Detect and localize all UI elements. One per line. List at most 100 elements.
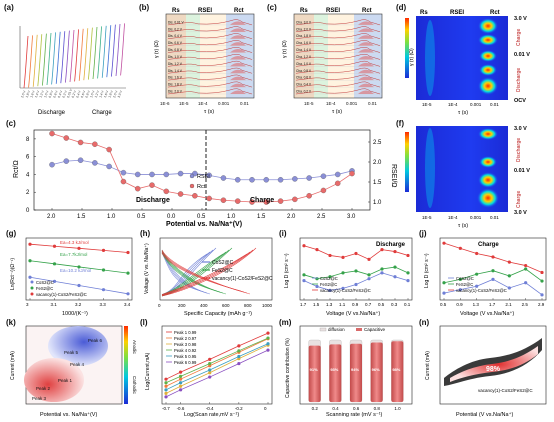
i-marks-point [302, 279, 306, 283]
k-peak-label: Peak 4 [70, 362, 85, 367]
cmid-rsei-point [49, 161, 55, 168]
m-legend-capacitive: Capacitive [364, 327, 386, 332]
i-marks-xtick-label: 1.7 [300, 302, 307, 307]
cmid-rct-point [177, 191, 184, 197]
cmid-rsei-point [92, 160, 98, 166]
cmid-ytick-left-label: 8 [26, 137, 30, 143]
b-drt-curve [167, 26, 253, 33]
a-curve [101, 25, 107, 78]
panel-i-diffusion-discharge: Discharge 1.7 1.5 1.3 1.1 0.9 0.7 0.5 0.3 0.1 CoS… [284, 237, 413, 317]
d-xtick-3: 0.01 [490, 102, 499, 107]
cmid-rsei-point [134, 171, 141, 178]
cmid-rsei-point [163, 171, 170, 178]
j-marks-point [475, 284, 479, 288]
cmid-rct-point [334, 180, 341, 187]
b-row-label: Dis. 0.6 V [168, 41, 183, 45]
f-side-001: 0.01 V [514, 168, 530, 174]
panel-letter-a: (a) [4, 3, 14, 12]
g-marks-xtick-label: 3.4 [124, 302, 131, 307]
k-cathodic: Cathodic [132, 376, 137, 395]
i-marks-xtick-label: 1.3 [326, 302, 333, 307]
g-marks-xtick-label: 3.2 [75, 302, 82, 307]
g-marks-point [101, 268, 106, 272]
l-marks-point [266, 348, 270, 352]
a-curve [120, 23, 125, 76]
h-gcd-curve [161, 247, 217, 297]
i-marks-point [328, 253, 332, 258]
g-marks-point [126, 271, 130, 275]
a-voltage-label: 1.2 V [94, 89, 101, 98]
i-marks-point [367, 257, 371, 261]
n-percent: 98% [486, 366, 501, 373]
cmid-rct-point [106, 146, 112, 153]
cmid-xtick-label: 0.5 [137, 214, 146, 220]
panel-letter-j: (j) [419, 229, 427, 238]
h-legend-2: vacancy(1)-CoS2/FeS2@C [212, 276, 273, 282]
b-rct-peak [230, 83, 246, 88]
j-marks-point [524, 263, 528, 268]
b-row-label: Dis. 0.4 V [168, 34, 183, 38]
g-marks-point [77, 283, 81, 288]
b-rct-peak [230, 69, 246, 74]
l-marks-point [178, 384, 183, 388]
j-marks-point [540, 270, 544, 275]
m-bar-capacitive [308, 345, 321, 402]
i-marks-point [341, 286, 345, 290]
k-peak-label: Peak 1 [58, 378, 73, 383]
c-region-rs: Rs [300, 8, 308, 14]
panel-g-arrhenius: 3 3.1 3.2 3.3 3.4 Ea=4.3 kJ/mol Ea=7.7kJ/mol Ea… [10, 237, 133, 317]
cmid-rsei-point [249, 177, 255, 183]
l-marks-point [178, 381, 183, 385]
j-marks-point [540, 293, 544, 297]
l-marks-point [178, 374, 183, 378]
cmid-rsei-point [306, 175, 312, 181]
g-marks-point [28, 275, 32, 279]
j-marks-point [442, 241, 446, 245]
g-xlabel: 1000/(K⁻¹) [62, 311, 88, 317]
cmid-rsei-point [63, 158, 70, 164]
a-curve [111, 24, 116, 77]
g-marks-point [52, 262, 57, 266]
m-category-label: 0.2 [312, 406, 319, 411]
m-bar-capacitive [329, 344, 342, 402]
j-marks-xtick-label: 2.5 [522, 302, 529, 307]
cmid-rsei-point [334, 171, 341, 178]
cmid-rct-point [277, 198, 284, 204]
j-marks-xtick-label: 0.5 [440, 302, 447, 307]
b-region-rsei: RSEI [198, 8, 212, 14]
k-xlabel: Potential vs. Na/Na⁺(V) [40, 411, 97, 418]
d-region-rs: Rs [420, 10, 428, 16]
cmid-ytick-left-label: 2 [26, 190, 30, 196]
i-marks-point [393, 275, 397, 279]
j-ylabel: Log D (cm² s⁻¹) [424, 253, 430, 288]
f-xlabel: τ (s) [458, 223, 468, 229]
cmid-rsei-point [220, 175, 227, 181]
cmid-ytick-right-label: 1.0 [373, 200, 382, 206]
c-drt-curve [295, 81, 381, 88]
i-legend-label: CoS2@C [320, 276, 338, 281]
c-row-label: Cha. 1.2 V [296, 55, 312, 59]
panel-letter-n: (n) [419, 318, 430, 327]
j-marks-xtick-label: 1.7 [489, 302, 496, 307]
g-legend-label: FeS2@C [36, 286, 53, 291]
c-drt-curve [295, 47, 381, 53]
cmid-rct-point [249, 199, 255, 205]
l-marks-point [164, 395, 168, 399]
a-voltage-label: 1.6 V [103, 89, 110, 98]
c-drt-curve [295, 19, 381, 26]
b-xtick-0: 1E-6 [160, 101, 170, 106]
cmid-rsei-point [120, 169, 127, 176]
c-rct-peak [358, 62, 374, 67]
g-legend-marker [30, 280, 34, 284]
c-drt-curve [295, 53, 381, 60]
b-region-rct: Rct [234, 8, 244, 14]
n-ylabel: Current (mA) [425, 351, 431, 380]
g-marks-xtick-label: 3.1 [51, 302, 58, 307]
l-legend-label: Peak 2 0.97 [174, 336, 197, 341]
panel-letter-h: (h) [140, 229, 151, 238]
d-side-charge: Charge [516, 29, 522, 46]
d-region-rct: Rct [490, 10, 500, 16]
cmid-rct-point [292, 196, 298, 203]
a-discharge-label: Discharge [38, 110, 66, 116]
d-side-3v: 3.0 V [514, 16, 527, 22]
